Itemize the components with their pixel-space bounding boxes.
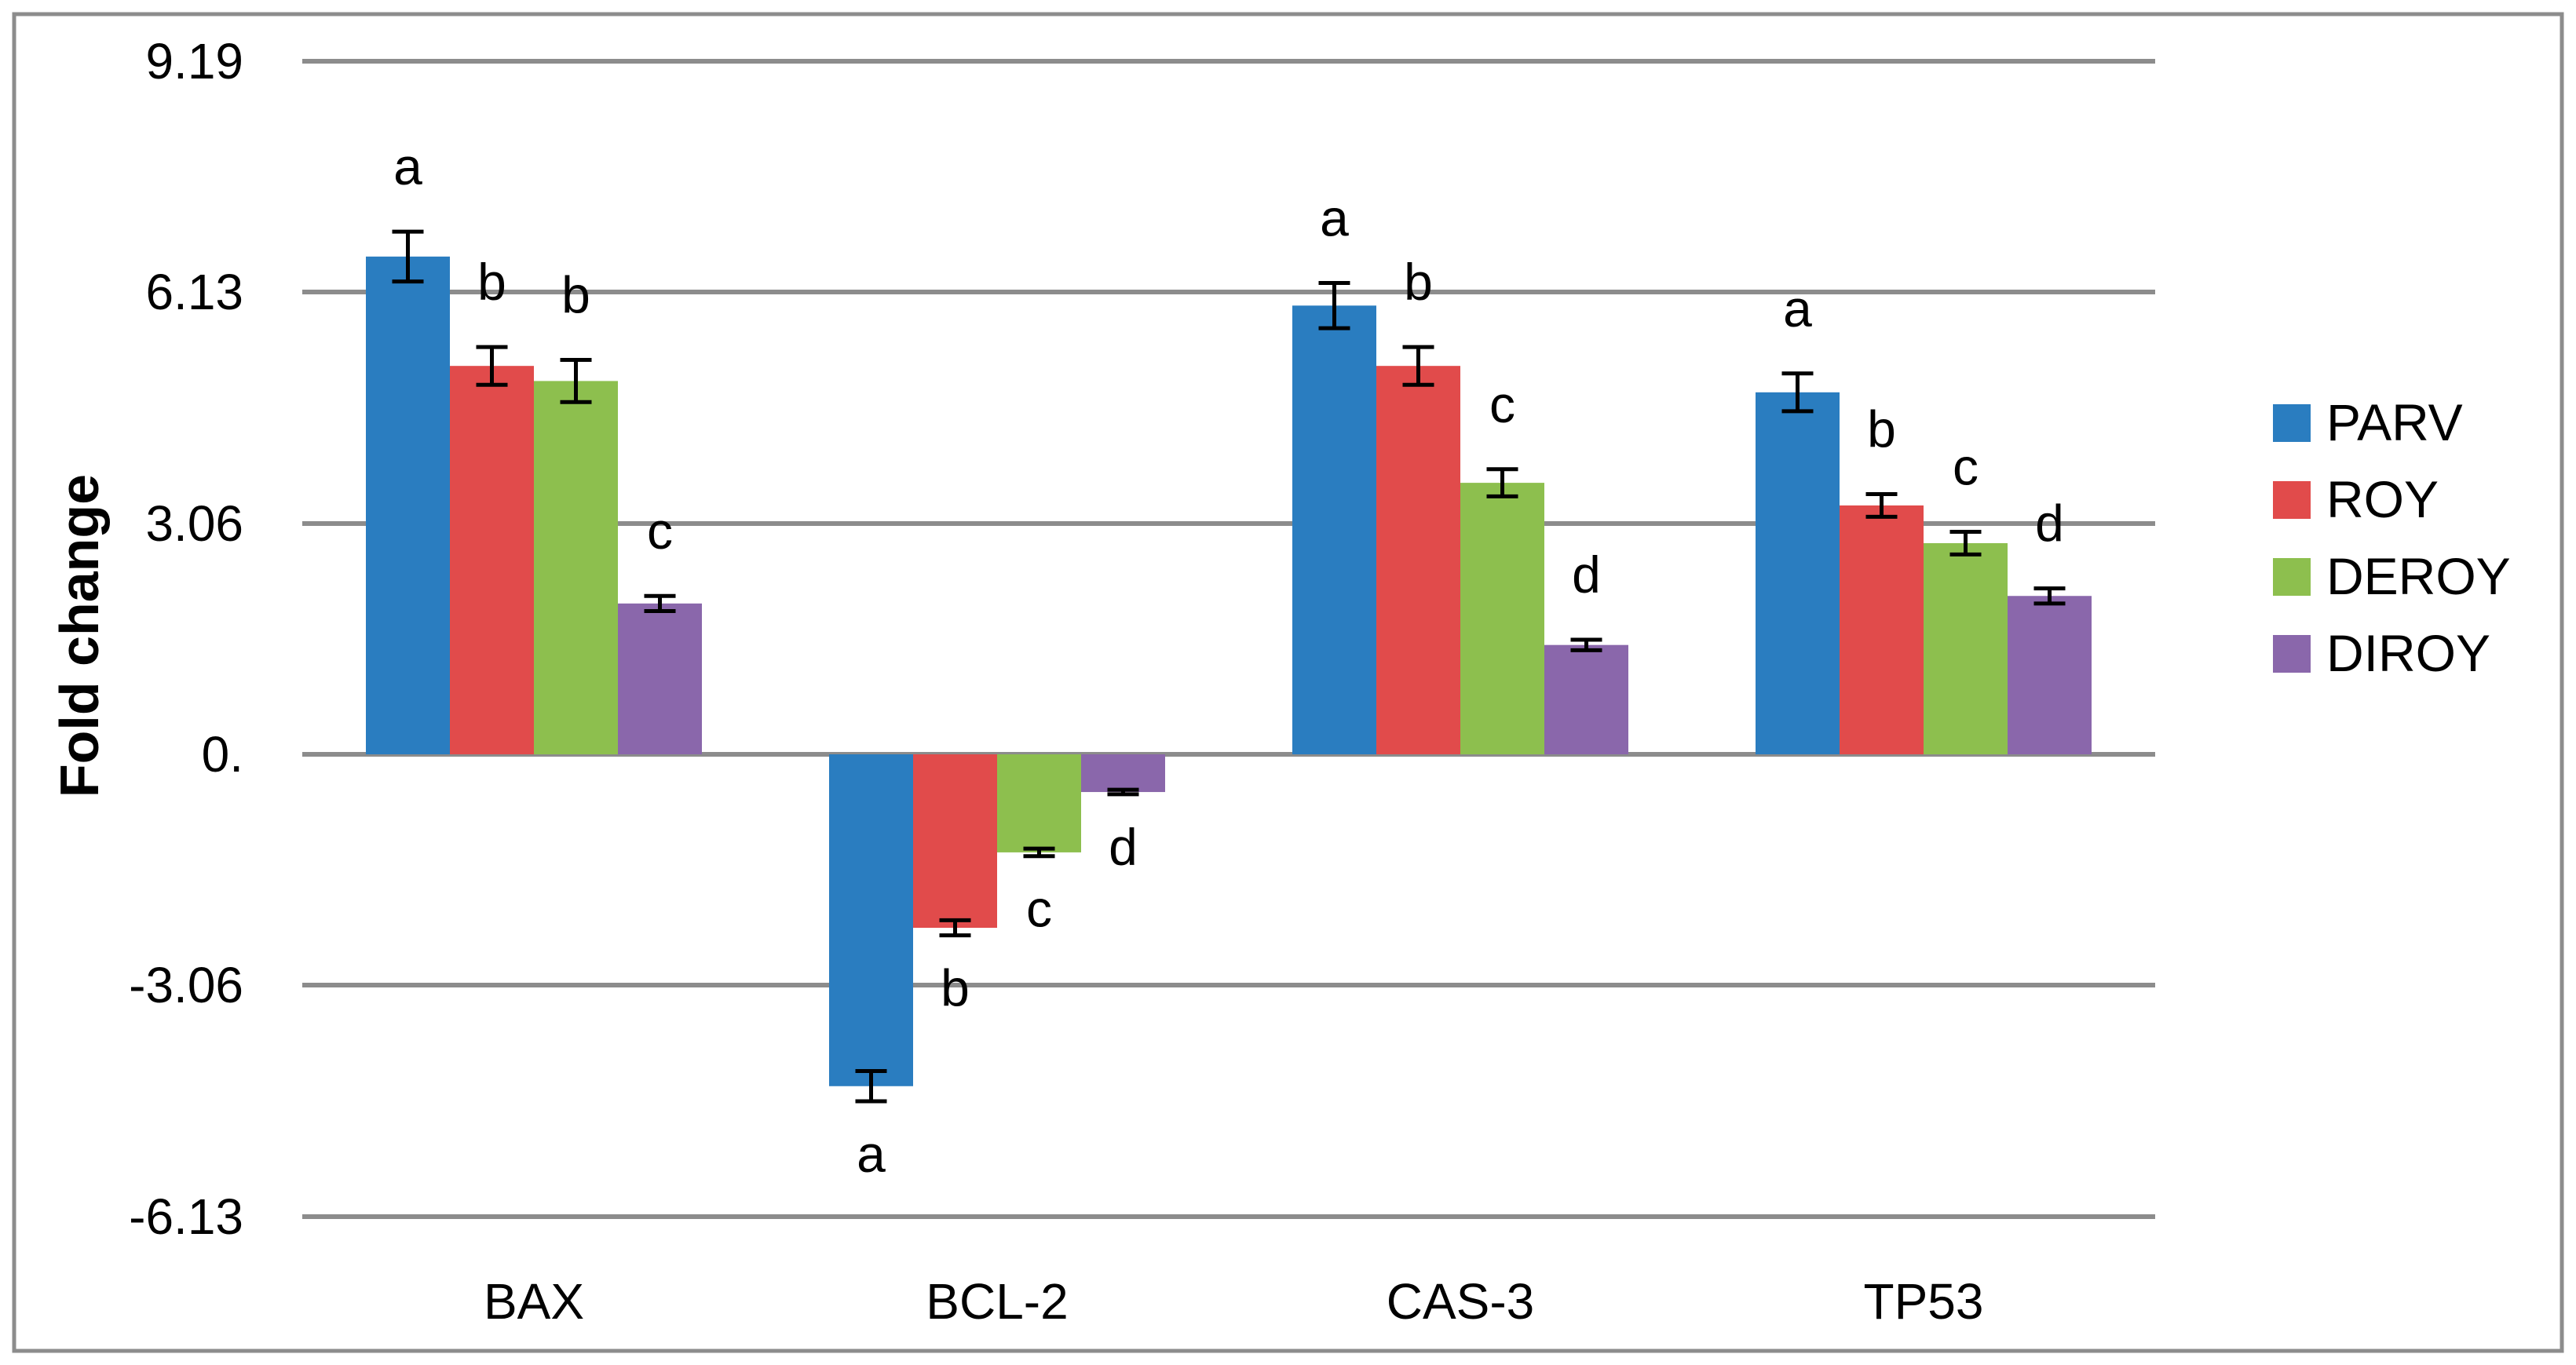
bar-roy-bcl-2 [913,754,997,928]
bar-deroy-bax [534,381,618,755]
significance-letter: d [2035,495,2064,553]
bar-roy-tp53 [1840,505,1924,755]
bar-deroy-cas-3 [1460,483,1544,755]
significance-letter: b [561,265,590,323]
x-tick-label: BCL-2 [926,1273,1068,1330]
significance-letter: c [1489,375,1515,433]
y-tick-label: -3.06 [129,957,243,1013]
legend-swatch-parv [2273,404,2311,442]
significance-letter: d [1109,818,1138,876]
bar-parv-tp53 [1756,392,1840,755]
bar-deroy-tp53 [1924,542,2008,755]
x-tick-label: CAS-3 [1387,1273,1535,1330]
significance-letter: a [857,1125,886,1183]
bar-diroy-tp53 [2008,596,2092,755]
y-tick-label: -6.13 [129,1188,243,1245]
bar-deroy-bcl-2 [997,754,1081,852]
bars [366,229,2092,1104]
legend-label-roy: ROY [2326,470,2439,528]
bar-diroy-bax [618,603,702,755]
bar-roy-bax [450,366,534,755]
y-tick-label: 0. [202,726,243,783]
significance-letter: a [1783,279,1812,338]
significance-letter: d [1572,546,1601,604]
bar-parv-bcl-2 [829,754,913,1086]
x-tick-label: TP53 [1864,1273,1984,1330]
bar-parv-cas-3 [1292,305,1376,755]
y-axis-label: Fold change [49,474,110,797]
significance-letter: b [941,959,970,1017]
legend-swatch-deroy [2273,558,2311,596]
y-tick-label: 6.13 [145,264,243,320]
legend-label-parv: PARV [2326,393,2463,451]
axes: 9.19 6.13 3.06 0. -3.06 -6.13 BAX BCL-2 CAS-3 TP5… [129,33,1983,1330]
significance-letter: c [1953,438,1979,496]
y-tick-label: 9.19 [145,33,243,89]
significance-letter: b [477,253,506,311]
bar-diroy-bcl-2 [1081,754,1165,793]
significance-letter: b [1867,400,1896,458]
legend-label-diroy: DIROY [2326,624,2490,682]
bar-roy-cas-3 [1376,366,1460,755]
bar-diroy-cas-3 [1544,644,1628,755]
significance-letter: a [1320,188,1349,246]
legend-swatch-diroy [2273,635,2311,673]
significance-letter: b [1404,253,1433,311]
x-tick-label: BAX [484,1273,584,1330]
legend-swatch-roy [2273,481,2311,519]
significance-letter: c [1026,880,1052,938]
bar-parv-bax [366,256,450,755]
significance-letter: a [393,137,422,195]
y-tick-label: 3.06 [145,495,243,552]
legend: PARV ROY DEROY DIROY [2273,393,2511,682]
legend-label-deroy: DEROY [2326,547,2511,605]
significance-letter: c [647,502,673,560]
